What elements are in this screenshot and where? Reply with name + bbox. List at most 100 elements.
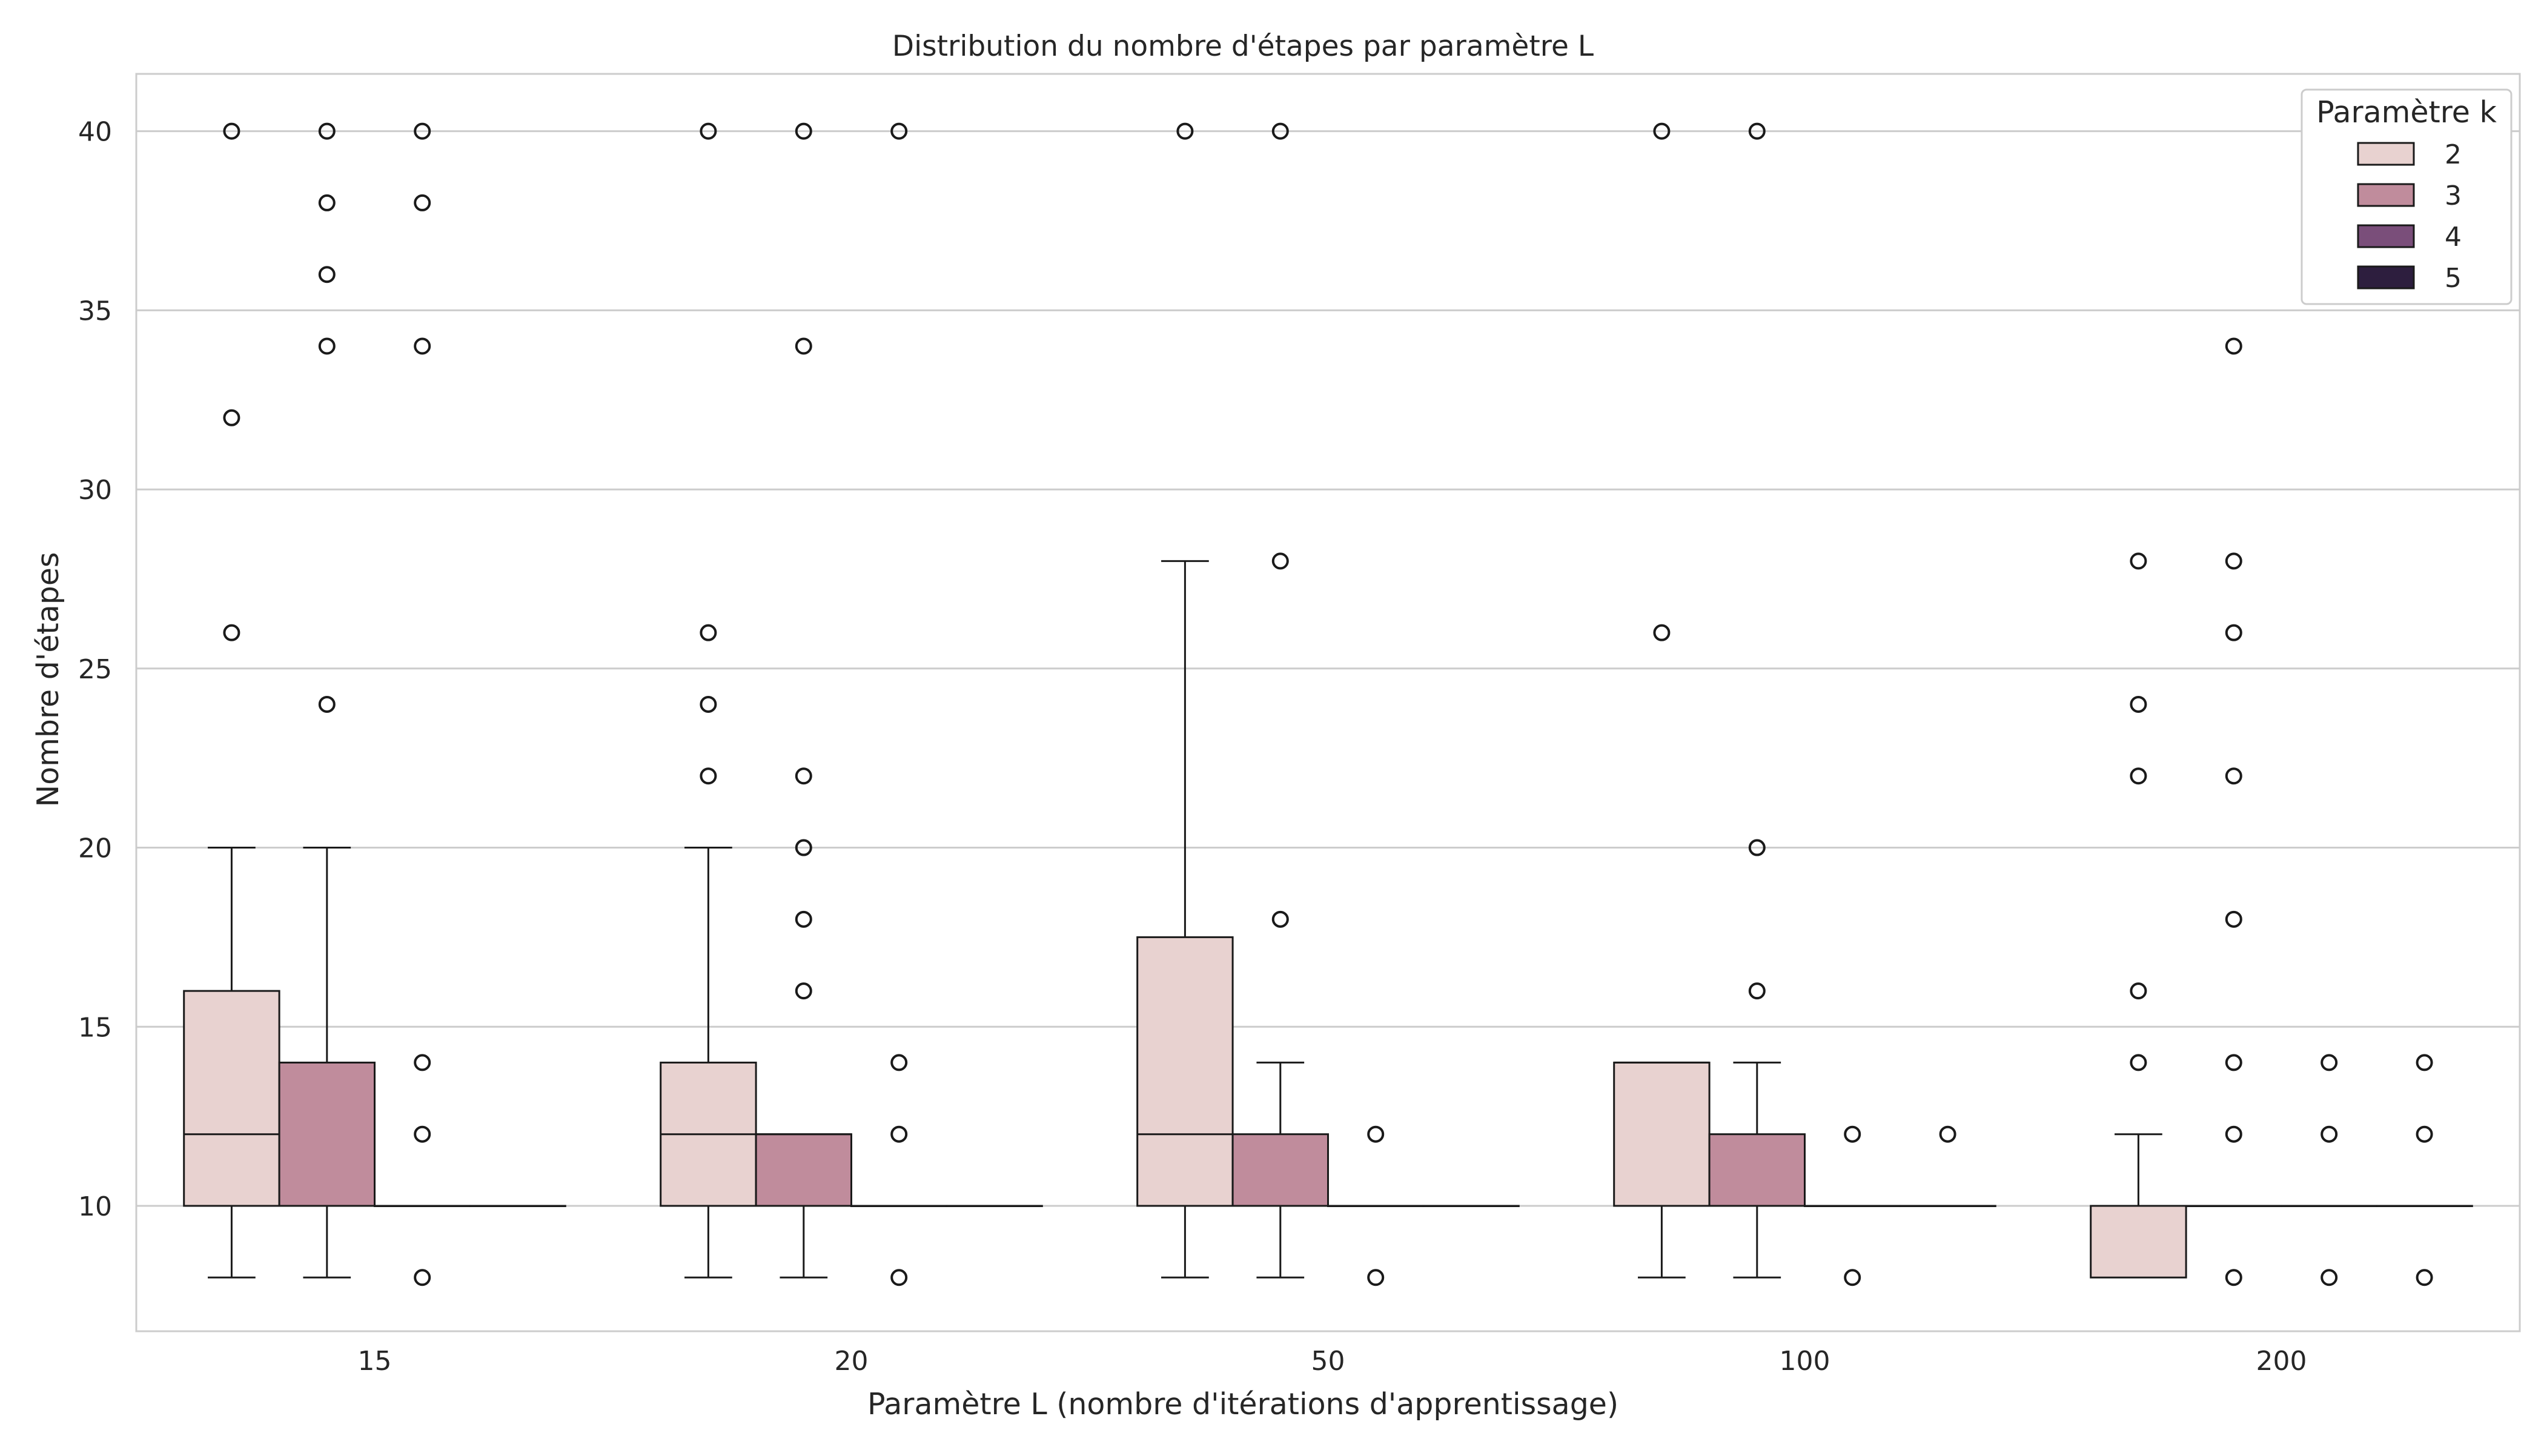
outlier-point — [1271, 122, 1289, 140]
legend-swatch — [2357, 183, 2415, 207]
box-k5-L100 — [1899, 1125, 1996, 1207]
outlier-point — [700, 695, 717, 713]
outlier-point — [2320, 1054, 2338, 1071]
outlier-point — [795, 839, 812, 856]
box-k2-L20 — [660, 122, 757, 1279]
box-k4-L15 — [374, 122, 471, 1286]
iqr-box — [755, 1133, 852, 1207]
outlier-point — [1271, 910, 1289, 928]
iqr-box — [1613, 1061, 1711, 1207]
box-k4-L20 — [850, 122, 948, 1286]
outlier-point — [223, 122, 240, 140]
outlier-point — [2416, 1269, 2433, 1286]
outlier-point — [795, 122, 812, 140]
x-tick-label: 15 — [358, 1346, 392, 1377]
outlier-point — [223, 624, 240, 641]
outlier-point — [1844, 1125, 1861, 1143]
outlier-point — [700, 122, 717, 140]
outlier-point — [318, 194, 336, 211]
outlier-point — [2416, 1054, 2433, 1071]
chart-title: Distribution du nombre d'étapes par para… — [892, 30, 1594, 63]
x-tick-label: 20 — [835, 1346, 869, 1377]
y-tick-label: 15 — [78, 1012, 112, 1043]
outlier-point — [1176, 122, 1194, 140]
tick-layer: 10 15 20 25 30 35 40 15 20 50 100 200 — [78, 117, 2307, 1377]
y-tick-label: 35 — [78, 296, 112, 326]
iqr-box — [1708, 1133, 1806, 1207]
outlier-point — [318, 337, 336, 355]
box-k2-L50 — [1136, 122, 1234, 1279]
y-tick-label: 10 — [78, 1191, 112, 1222]
outlier-point — [2225, 552, 2242, 570]
outlier-point — [1271, 552, 1289, 570]
legend-title: Paramètre k — [2316, 95, 2497, 130]
outlier-point — [414, 194, 431, 211]
outlier-point — [2130, 1054, 2147, 1071]
outlier-point — [1748, 982, 1766, 1000]
outlier-point — [795, 767, 812, 785]
legend-entries: 2 3 4 5 — [2357, 139, 2462, 294]
box-k3-L15 — [278, 122, 376, 1279]
outlier-point — [414, 122, 431, 140]
outlier-point — [2130, 695, 2147, 713]
outlier-point — [795, 337, 812, 355]
outlier-point — [890, 1269, 908, 1286]
box-k3-L100 — [1708, 122, 1806, 1279]
outlier-point — [1367, 1269, 1385, 1286]
iqr-box — [1136, 936, 1234, 1207]
outlier-point — [414, 337, 431, 355]
x-tick-label: 100 — [1780, 1346, 1830, 1377]
outlier-point — [1367, 1125, 1385, 1143]
outlier-point — [1939, 1125, 1956, 1143]
box-k5-L200 — [2376, 1054, 2473, 1286]
outlier-point — [890, 1125, 908, 1143]
iqr-box — [1231, 1133, 1329, 1207]
outlier-point — [795, 910, 812, 928]
outlier-point — [2225, 910, 2242, 928]
legend-label: 3 — [2445, 180, 2462, 211]
outlier-point — [2130, 552, 2147, 570]
outlier-point — [700, 767, 717, 785]
iqr-box — [2090, 1205, 2187, 1279]
iqr-box — [278, 1061, 376, 1207]
outlier-point — [890, 122, 908, 140]
outlier-point — [700, 624, 717, 641]
y-tick-label: 25 — [78, 654, 112, 685]
outlier-point — [2320, 1269, 2338, 1286]
box-layer — [183, 122, 2473, 1286]
legend-swatch — [2357, 142, 2415, 166]
outlier-point — [414, 1269, 431, 1286]
x-axis-label: Paramètre L (nombre d'itérations d'appre… — [867, 1387, 1618, 1421]
box-k2-L100 — [1613, 122, 1711, 1279]
y-tick-label: 40 — [78, 117, 112, 148]
outlier-point — [318, 695, 336, 713]
y-axis-label: Nombre d'étapes — [31, 552, 65, 807]
legend-swatch — [2357, 224, 2415, 248]
outlier-point — [223, 409, 240, 426]
legend-swatch — [2357, 265, 2415, 290]
outlier-point — [2130, 982, 2147, 1000]
outlier-point — [318, 122, 336, 140]
legend-label: 2 — [2445, 139, 2462, 170]
box-k4-L50 — [1327, 1125, 1425, 1286]
box-k3-L50 — [1231, 122, 1329, 1279]
outlier-point — [318, 266, 336, 283]
outlier-point — [2225, 767, 2242, 785]
outlier-point — [2225, 337, 2242, 355]
outlier-point — [1748, 839, 1766, 856]
iqr-box — [183, 990, 280, 1207]
box-k3-L20 — [755, 122, 852, 1279]
x-tick-label: 50 — [1311, 1346, 1345, 1377]
outlier-point — [1653, 122, 1671, 140]
outlier-point — [1748, 122, 1766, 140]
outlier-point — [1844, 1269, 1861, 1286]
outlier-point — [795, 982, 812, 1000]
outlier-point — [2225, 624, 2242, 641]
legend-label: 4 — [2445, 222, 2462, 253]
y-tick-label: 30 — [78, 475, 112, 506]
outlier-point — [890, 1054, 908, 1071]
plot-area-frame — [135, 73, 2521, 1332]
y-tick-label: 20 — [78, 833, 112, 864]
